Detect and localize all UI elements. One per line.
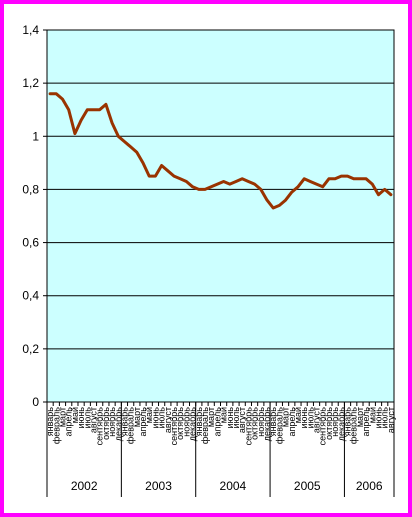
x-tick-label: февраль xyxy=(349,407,359,444)
x-tick-label: март xyxy=(206,407,216,427)
x-tick-label: июль xyxy=(157,407,167,429)
x-tick-label: декабрь xyxy=(188,407,198,442)
x-tick-label: ноябрь xyxy=(107,407,117,437)
x-tick-label: сентябрь xyxy=(169,407,179,446)
x-tick-label: июнь xyxy=(374,407,384,429)
x-tick-label: июль xyxy=(231,407,241,429)
x-tick-label: март xyxy=(355,407,365,427)
x-tick-label: май xyxy=(70,407,80,423)
year-label: 2002 xyxy=(71,479,98,493)
y-tick-label: 1,2 xyxy=(22,76,39,90)
x-tick-label: ноябрь xyxy=(181,407,191,437)
x-tick-label: январь xyxy=(268,407,278,437)
x-tick-label: май xyxy=(293,407,303,423)
x-tick-label: июнь xyxy=(299,407,309,429)
x-tick-label: октябрь xyxy=(175,407,185,440)
y-tick-label: 0 xyxy=(32,395,39,409)
y-tick-label: 0,4 xyxy=(22,289,39,303)
x-tick-label: сентябрь xyxy=(318,407,328,446)
x-tick-label: февраль xyxy=(51,407,61,444)
x-tick-label: октябрь xyxy=(324,407,334,440)
x-tick-label: март xyxy=(281,407,291,427)
x-tick-label: март xyxy=(57,407,67,427)
x-tick-label: апрель xyxy=(138,407,148,437)
x-tick-label: май xyxy=(367,407,377,423)
x-tick-label: декабрь xyxy=(336,407,346,442)
x-tick-label: январь xyxy=(45,407,55,437)
y-tick-label: 0,8 xyxy=(22,182,39,196)
x-tick-label: февраль xyxy=(126,407,136,444)
x-tick-label: октябрь xyxy=(101,407,111,440)
x-tick-label: март xyxy=(132,407,142,427)
x-tick-label: февраль xyxy=(274,407,284,444)
x-tick-label: май xyxy=(144,407,154,423)
x-tick-label: январь xyxy=(343,407,353,437)
x-tick-label: июнь xyxy=(76,407,86,429)
year-label: 2005 xyxy=(294,479,321,493)
x-tick-label: декабрь xyxy=(113,407,123,442)
x-tick-label: август xyxy=(237,407,247,433)
x-tick-label: июль xyxy=(82,407,92,429)
x-tick-label: апрель xyxy=(287,407,297,437)
x-tick-label: август xyxy=(88,407,98,433)
x-tick-label: февраль xyxy=(200,407,210,444)
year-label: 2004 xyxy=(220,479,247,493)
x-tick-label: май xyxy=(219,407,229,423)
x-tick-label: апрель xyxy=(212,407,222,437)
x-tick-label: июль xyxy=(380,407,390,429)
x-tick-label: апрель xyxy=(64,407,74,437)
year-label: 2006 xyxy=(356,479,383,493)
x-tick-label: январь xyxy=(119,407,129,437)
x-tick-label: сентябрь xyxy=(243,407,253,446)
x-tick-label: январь xyxy=(194,407,204,437)
x-tick-label: август xyxy=(386,407,396,433)
x-tick-label: июнь xyxy=(150,407,160,429)
x-tick-label: август xyxy=(312,407,322,433)
y-tick-label: 0,6 xyxy=(22,236,39,250)
series-line xyxy=(48,92,393,210)
y-tick-label: 1 xyxy=(32,129,39,143)
x-tick-label: июль xyxy=(305,407,315,429)
x-tick-label: ноябрь xyxy=(330,407,340,437)
x-tick-label: октябрь xyxy=(250,407,260,440)
y-tick-label: 0,2 xyxy=(22,342,39,356)
x-tick-label: апрель xyxy=(361,407,371,437)
x-tick-label: сентябрь xyxy=(95,407,105,446)
plot-background xyxy=(46,29,395,403)
x-tick-label: июнь xyxy=(225,407,235,429)
year-label: 2003 xyxy=(145,479,172,493)
x-tick-label: ноябрь xyxy=(256,407,266,437)
y-tick-label: 1,4 xyxy=(22,23,39,37)
x-tick-label: август xyxy=(163,407,173,433)
x-tick-label: декабрь xyxy=(262,407,272,442)
